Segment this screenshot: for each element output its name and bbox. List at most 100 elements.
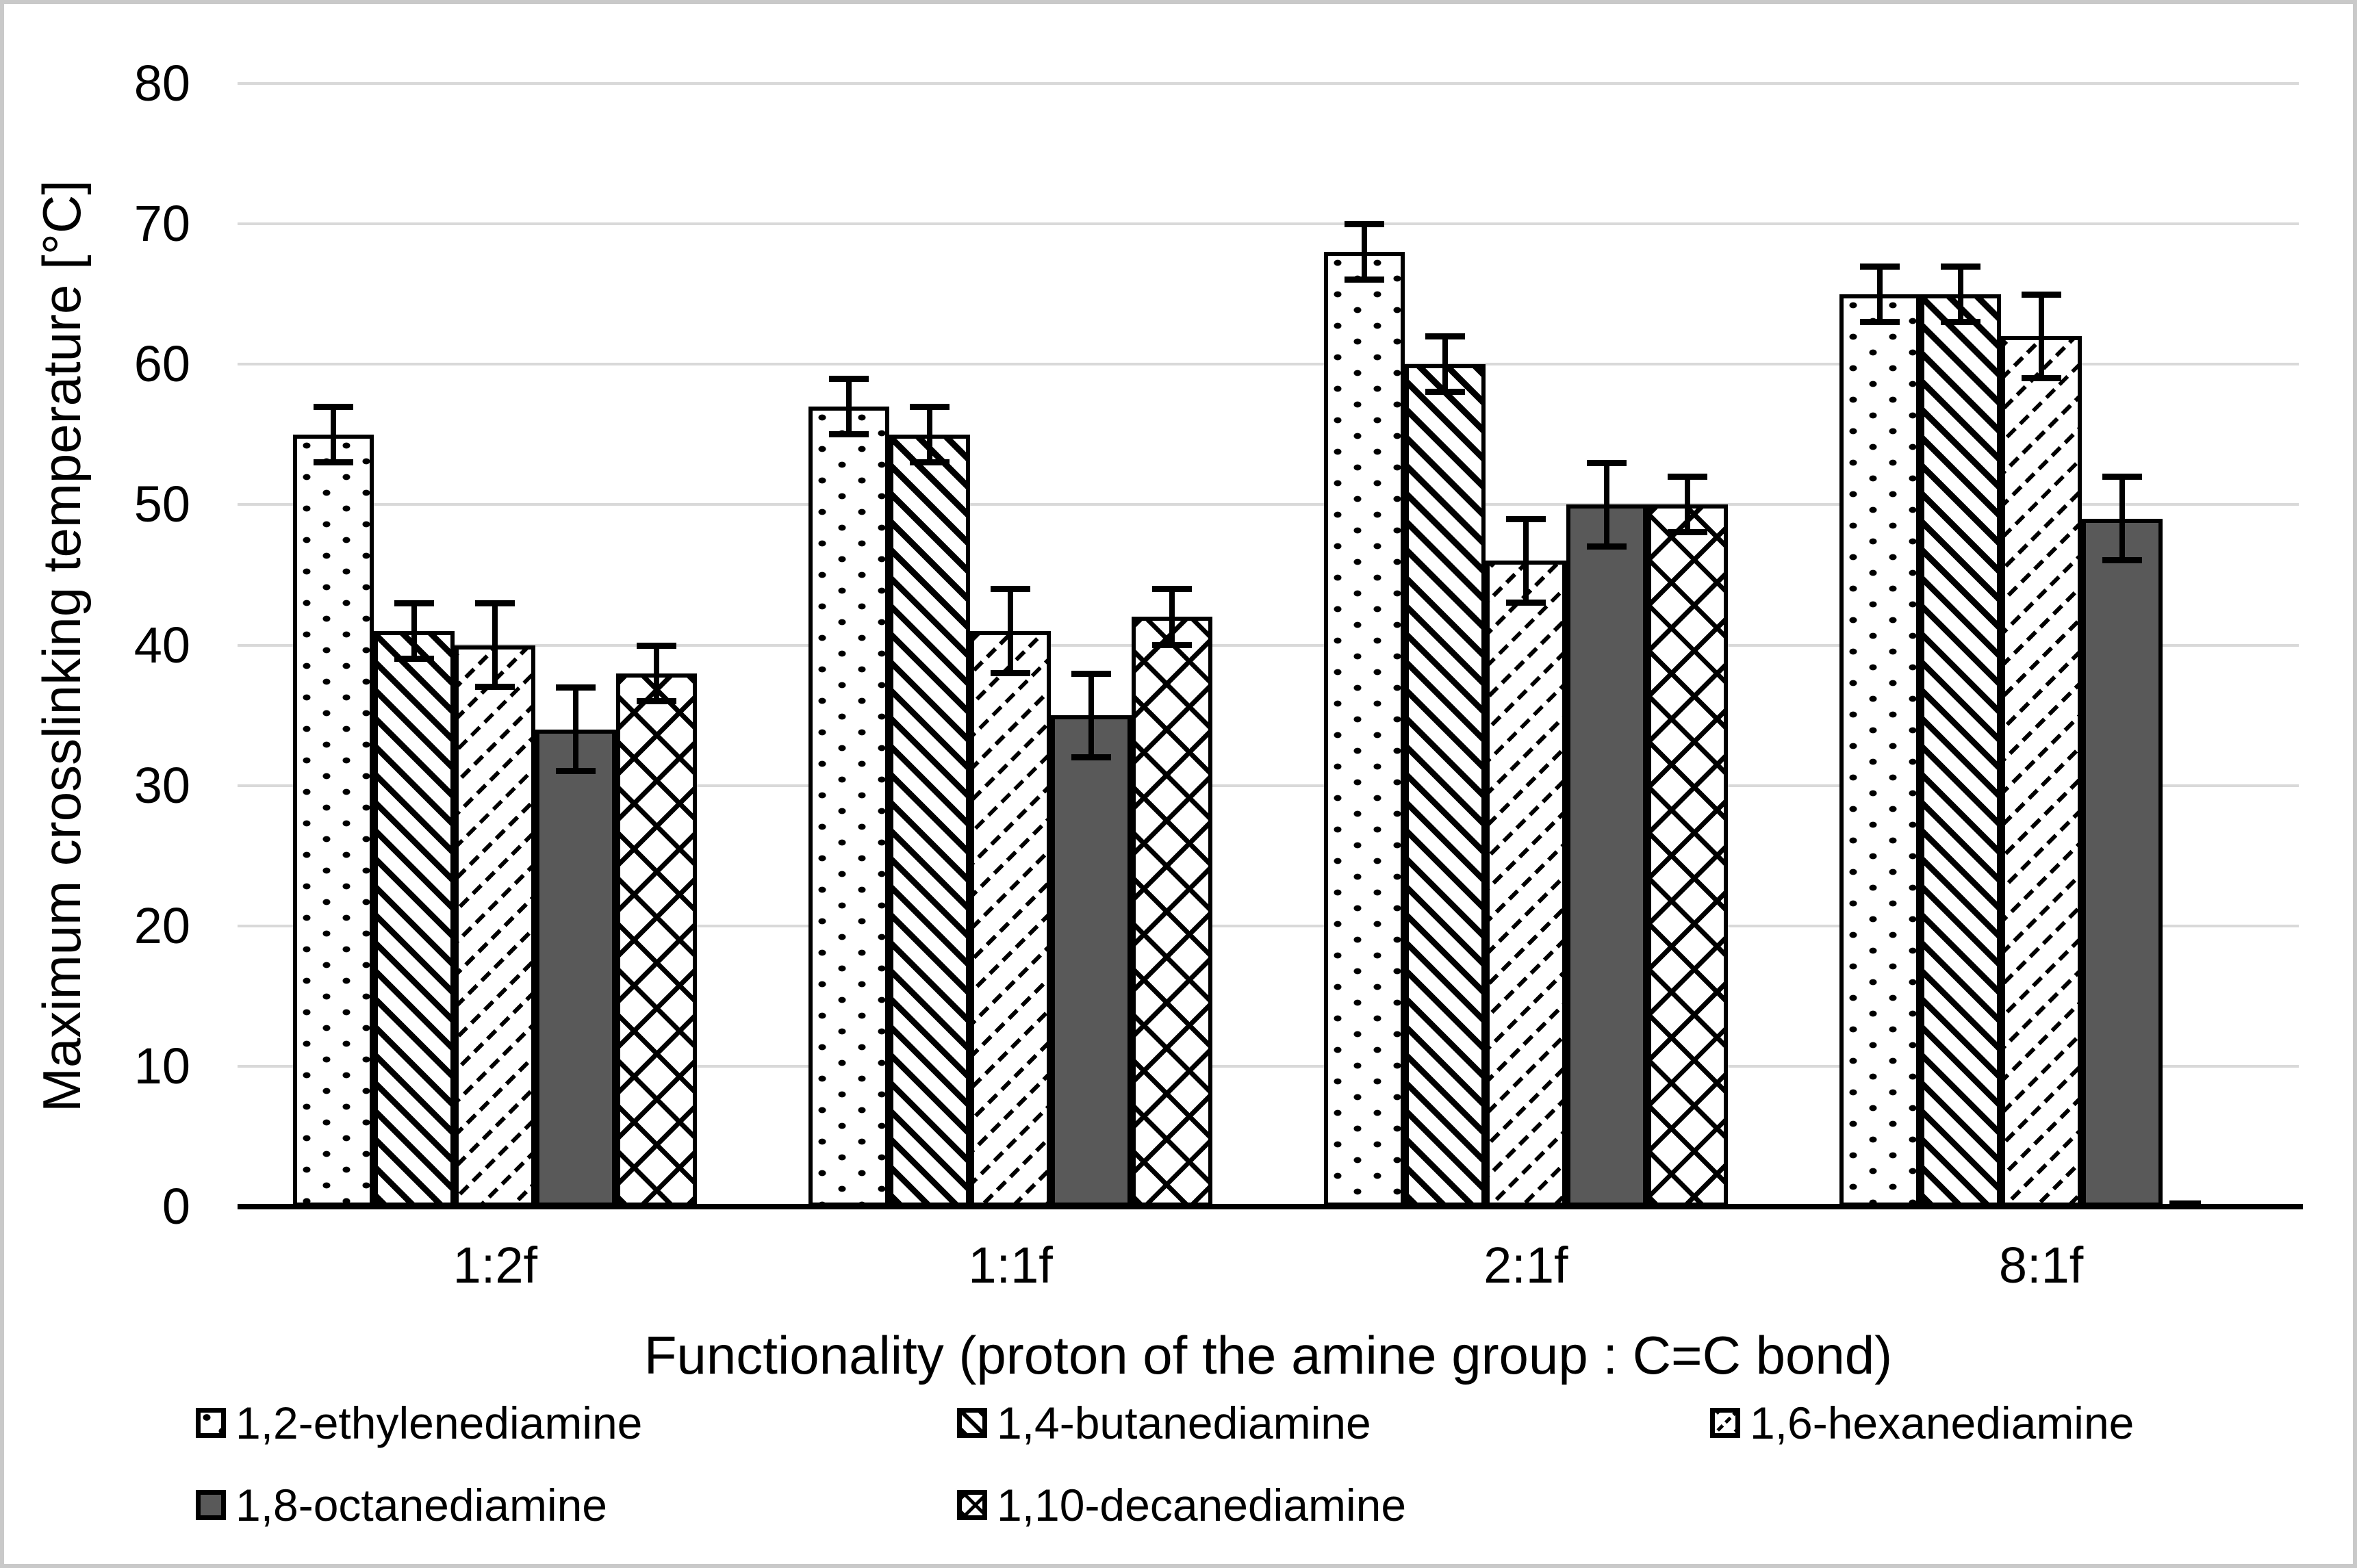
legend-label: 1,10-decanediamine [997,1480,1407,1530]
gridline [238,363,2299,366]
error-bar-cap-top [394,600,435,606]
legend-swatch-diamond-icon [957,1490,987,1520]
error-bar-cap-bottom [475,684,515,691]
error-bar-cap-top [475,600,515,606]
y-tick-label: 50 [133,476,190,533]
x-category-label: 1:2f [453,1237,538,1294]
error-bar-cap-bottom [1071,754,1112,760]
legend-item: 1,8-octanediamine [196,1481,607,1529]
x-axis-title: Functionality (proton of the amine group… [644,1325,1893,1385]
error-bar-stem [1361,224,1367,281]
x-category-label: 1:1f [968,1237,1053,1294]
error-bar-cap-top [910,403,950,410]
plot-area: 0 10 20 30 40 50 60 70 80 1:2f 1:1f 2:1f 8:1f [4,4,2353,1564]
error-bar-cap-top [2021,291,2061,298]
error-bar-stem [2038,294,2044,378]
bar [535,729,617,1207]
x-category-label: 2:1f [1483,1237,1568,1294]
bar [1485,561,1566,1207]
error-bar-stem [654,645,660,702]
legend-label: 1,4-butanediamine [997,1398,1371,1448]
error-bar-cap-top [1940,263,1980,270]
error-bar-cap-top [829,375,869,382]
bar [1920,294,2001,1207]
error-bar-cap-bottom [1344,277,1384,283]
error-bar-stem [1603,462,1609,547]
error-bar-stem [2119,476,2125,561]
error-bar-stem [1876,266,1883,322]
error-bar-stem [927,406,933,463]
error-bar-cap-bottom [991,669,1031,676]
error-bar-cap-bottom [1152,641,1193,648]
x-axis-line [238,1204,2303,1209]
bar [808,406,890,1207]
gridline [238,643,2299,647]
gridline [238,82,2299,85]
error-bar-cap-top [991,586,1031,593]
y-tick-label: 20 [133,897,190,954]
error-bar-cap-top [1667,474,1707,480]
gridline [238,924,2299,927]
legend-item: 1,4-butanediamine [957,1399,1371,1447]
error-bar-cap-bottom [2021,374,2061,381]
gridline [238,784,2299,787]
bar [455,645,536,1207]
y-tick-label: 30 [133,756,190,814]
error-bar-cap-top [556,684,596,691]
error-bar-cap-bottom [1940,318,1980,325]
error-bar-stem [411,602,418,659]
legend-label: 1,6-hexanediamine [1750,1398,2135,1448]
gridline [238,1064,2299,1068]
legend-swatch-solid-icon [196,1490,226,1520]
legend-swatch-dots-icon [196,1408,226,1438]
gridline [238,503,2299,506]
legend: 1,2-ethylenediamine 1,4-butanediamine 1,6-… [4,4,2353,1564]
error-bar-cap-bottom [394,656,435,662]
error-bar-stem [846,378,852,435]
error-bar-cap-bottom [2102,557,2142,564]
bar [2081,518,2163,1207]
legend-swatch-light-icon [1710,1408,1740,1438]
bar [1323,252,1405,1207]
error-bar-cap-top [1425,333,1465,340]
y-tick-label: 70 [133,195,190,253]
legend-item: 1,6-hexanediamine [1710,1399,2134,1447]
error-bar-cap-top [1152,586,1193,593]
error-bar-stem [1008,589,1014,673]
error-bar-cap-bottom [1667,529,1707,536]
error-bar-cap-bottom [314,459,354,465]
error-bar-cap-bottom [1859,318,1900,325]
error-bar-stem [1088,673,1095,758]
bar [1132,617,1213,1207]
error-bar-cap-top [2102,474,2142,480]
error-bar-cap-top [1505,515,1546,522]
error-bar-stem [1442,336,1448,393]
y-tick-label: 60 [133,335,190,393]
y-tick-label: 10 [133,1037,190,1094]
error-bar-cap-bottom [1505,599,1546,606]
bar [1566,504,1647,1207]
error-bar-stem [573,687,579,772]
bar [1404,364,1486,1207]
bar [2000,336,2082,1207]
error-bar-cap-top [637,642,677,649]
error-bar-cap-bottom [910,459,950,465]
error-bar-cap-top [1344,221,1384,228]
bar [616,673,698,1207]
error-bar-stem [1957,266,1963,322]
bar-zero [2169,1200,2201,1207]
error-bar-cap-bottom [829,430,869,437]
error-bar-cap-bottom [1425,389,1465,396]
gridline [238,222,2299,226]
error-bar-cap-bottom [1586,543,1627,550]
error-bar-stem [492,602,498,688]
error-bar-stem [1684,476,1690,533]
legend-label: 1,2-ethylenediamine [235,1398,643,1448]
y-tick-label: 40 [133,616,190,673]
legend-item: 1,10-decanediamine [957,1481,1406,1529]
error-bar-stem [1169,589,1175,645]
error-bar-cap-top [1071,670,1112,677]
error-bar-cap-top [314,403,354,410]
error-bar-cap-top [1586,459,1627,466]
